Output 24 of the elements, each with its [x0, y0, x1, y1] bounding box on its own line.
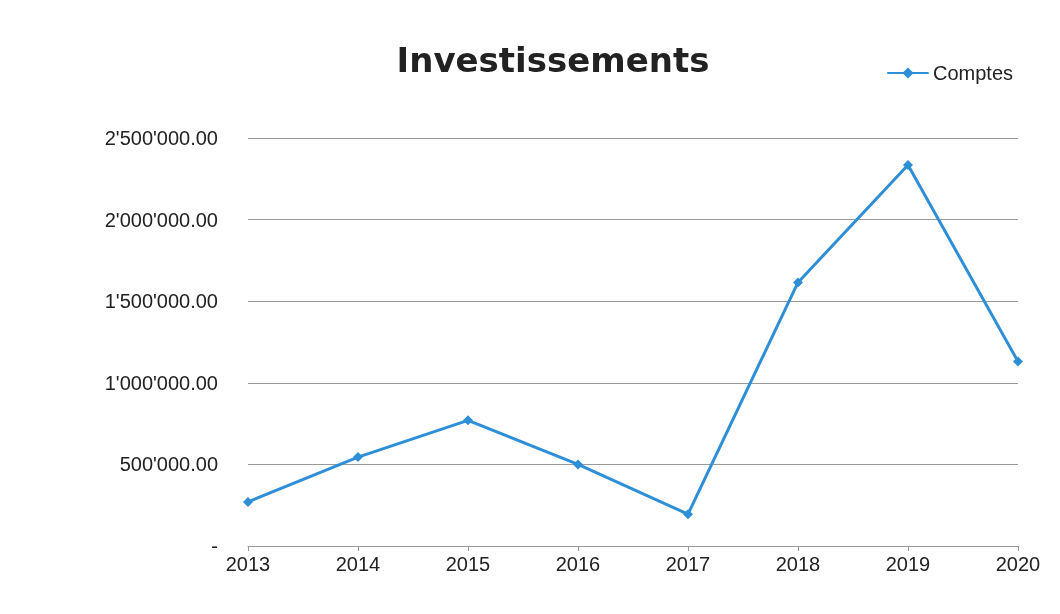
point: [573, 459, 583, 470]
x-tick-label: 2017: [665, 553, 711, 575]
legend-label: Comptes: [932, 62, 1013, 84]
point: [353, 452, 363, 463]
point: [1013, 356, 1023, 367]
x-tick-label: 2013: [225, 553, 271, 575]
point: [463, 415, 473, 426]
y-tick-label: 500'000.00: [119, 453, 218, 476]
point: [243, 496, 253, 507]
point: [683, 509, 693, 520]
y-tick-label: 2'000'000.00: [104, 208, 218, 231]
y-tick-label: -: [211, 535, 218, 557]
x-tick-label: 2015: [445, 553, 491, 575]
y-tick-label: 1'500'000.00: [104, 290, 218, 313]
point: [903, 159, 913, 170]
y-tick-label: 2'500'000.00: [104, 127, 218, 149]
point: [793, 277, 803, 288]
x-tick-label: 2019: [885, 553, 931, 575]
x-tick-label: 2018: [775, 553, 821, 575]
x-tick-label: 2014: [335, 553, 381, 575]
chart-title: Investissements: [396, 40, 710, 80]
x-tick-label: 2016: [555, 553, 601, 575]
y-tick-label: 1'000'000.00: [104, 371, 218, 394]
x-tick-label: 2020: [995, 553, 1041, 575]
